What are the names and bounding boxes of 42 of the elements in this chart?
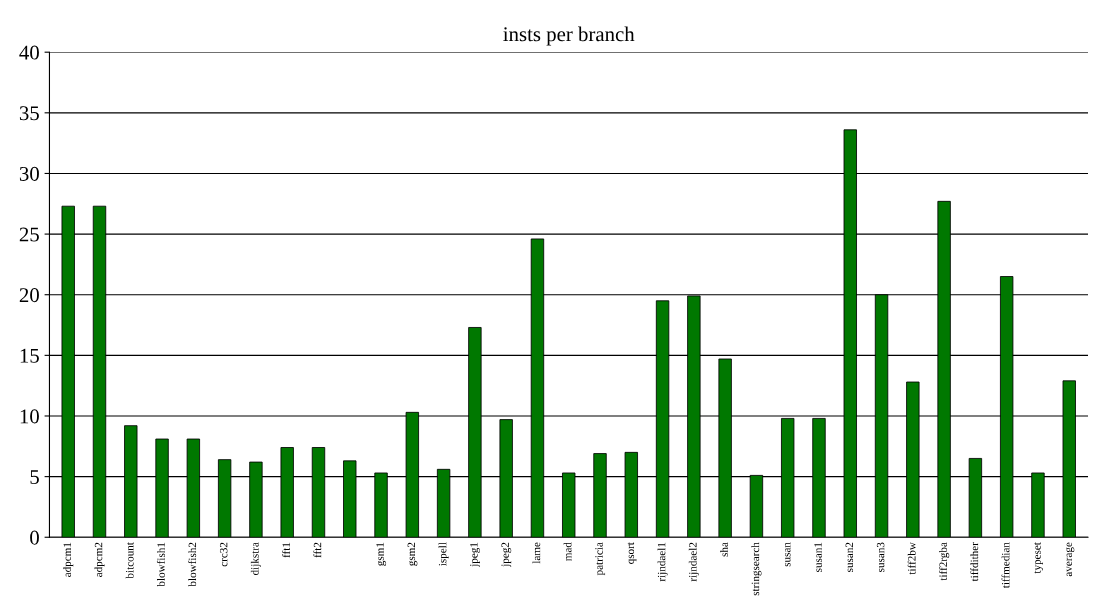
x-tick-label: susan1 xyxy=(814,542,822,572)
x-tick-label: typeset xyxy=(1034,542,1043,574)
x-tick-label: jpeg2 xyxy=(501,542,512,568)
x-tick-label: fft1 xyxy=(282,542,290,558)
x-tick-label: blowfish1 xyxy=(156,542,165,587)
x-tick-label: gsm1 xyxy=(376,542,387,566)
chart-title: insts per branch xyxy=(503,26,635,46)
y-tick-label: 15 xyxy=(20,348,39,363)
y-tick-label: 35 xyxy=(19,106,39,121)
x-tick-label: susan xyxy=(785,542,791,567)
x-tick-label: sha xyxy=(720,542,728,557)
x-tick-label: fft2 xyxy=(313,542,322,558)
x-tick-label: blowfish2 xyxy=(188,542,197,587)
x-tick-label: susan3 xyxy=(876,542,885,572)
y-tick-label: 25 xyxy=(19,227,39,242)
y-tick-label: 5 xyxy=(30,470,39,485)
x-tick-label: tiff2bw xyxy=(907,542,916,575)
x-tick-label: rijndael1 xyxy=(657,542,668,582)
x-tick-label: tiffmedian xyxy=(1001,542,1010,589)
x-tick-label: rijndael2 xyxy=(688,542,699,582)
x-tick-label: mad xyxy=(563,542,572,562)
x-tick-label: adpcm1 xyxy=(63,542,74,577)
x-tick-label: crc32 xyxy=(219,542,228,567)
x-tick-label: tiffdither xyxy=(970,542,979,582)
y-tick-label: 10 xyxy=(20,409,39,424)
x-tick-label: stringsearch xyxy=(751,542,762,596)
x-tick-label: qsort xyxy=(627,542,637,564)
x-tick-label: jpeg1 xyxy=(470,542,480,568)
y-tick-label: 30 xyxy=(19,166,39,181)
x-tick-label: bitcount xyxy=(125,542,134,579)
x-tick-label: gsm2 xyxy=(407,542,418,566)
x-tick-label: patricia xyxy=(595,542,606,576)
x-tick-label: lame xyxy=(532,542,541,564)
x-tick-label: adpcm2 xyxy=(94,542,105,577)
x-tick-label: tiff2rgba xyxy=(939,542,950,581)
x-tick-label: susan2 xyxy=(845,542,854,572)
y-tick-label: 20 xyxy=(19,288,39,303)
x-tick-label: dijkstra xyxy=(250,542,261,576)
y-tick-label: 0 xyxy=(30,530,39,545)
x-tick-label: average xyxy=(1066,542,1075,577)
y-tick-label: 40 xyxy=(19,45,39,60)
x-tick-label: ispell xyxy=(438,542,449,566)
